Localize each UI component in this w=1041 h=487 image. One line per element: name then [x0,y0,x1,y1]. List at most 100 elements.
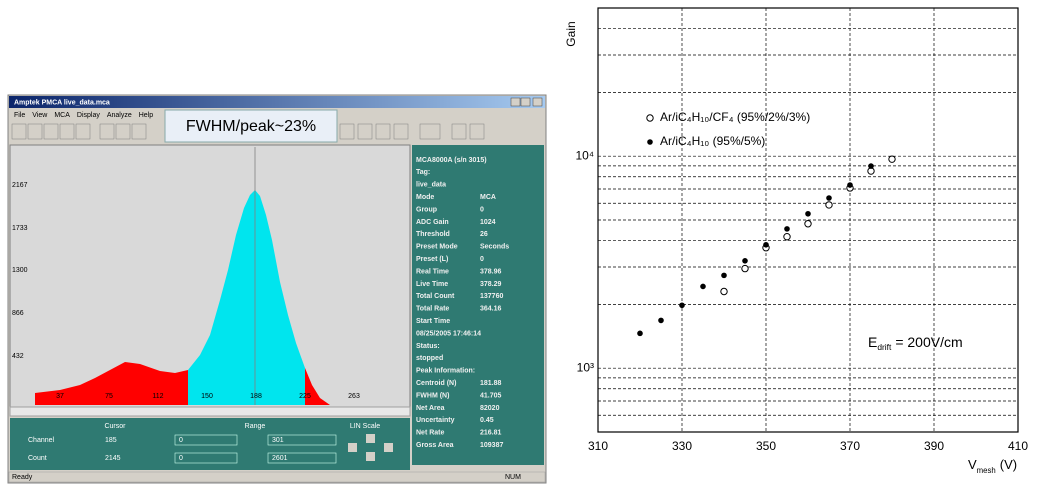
spectrum-red [305,368,330,405]
info-text: 0.45 [480,417,494,424]
point [868,163,874,169]
toolbar[interactable] [11,123,485,140]
y-axis-label: Gain [564,21,578,46]
gain-chart: Gain 10³ 10⁴ 310 330 350 370 390 410 Ar/iC₄H₁₀/C… [564,7,1028,475]
title-bar [9,96,545,108]
x-axis-label-part: mesh [977,466,996,475]
info-text: Tag: [416,169,430,176]
point [826,195,832,201]
menu-item[interactable]: Help [139,112,154,119]
info-text: 0 [480,206,484,213]
info-text: stopped [416,355,443,362]
point [804,220,812,228]
control-header: LIN Scale [350,423,380,430]
info-text: Total Rate [416,306,449,313]
info-text: 0 [480,256,484,263]
point [742,258,748,264]
x-tick-label: 263 [348,393,360,400]
info-text: Net Area [416,405,445,412]
control-text: Channel [28,437,55,444]
info-text: FWHM (N) [416,392,449,399]
annotation: Edrift = 200V/cm [868,334,963,353]
info-text: Uncertainty [416,417,455,424]
point [741,264,749,273]
x-tick-label: 112 [152,393,163,400]
control-text: 2145 [105,455,121,462]
annotation-part: = 200V/cm [895,334,962,350]
info-text: Peak Information: [416,368,475,375]
point [763,241,769,248]
point [637,330,643,337]
info-text: 1024 [480,219,496,226]
control-text: 0 [179,455,183,462]
menu-item[interactable]: Analyze [107,112,132,119]
info-text: Seconds [480,244,509,251]
point [825,201,833,209]
legend-marker [647,139,653,145]
y-tick-label: 10⁴ [575,148,594,162]
info-text: 109387 [480,442,503,449]
callout-box [164,109,338,143]
info-text: Centroid (N) [416,380,456,387]
menu-item[interactable]: File [14,112,25,119]
x-tick-label: 310 [588,439,608,453]
point [888,155,896,163]
x-tick-label: 370 [840,439,860,453]
point [720,287,728,296]
control-text: 301 [272,437,284,444]
window-buttons[interactable] [510,97,543,107]
info-text: 82020 [480,405,500,412]
status-text: NUM [505,474,521,481]
plot-frame [597,7,1019,433]
x-tick-label: 150 [201,393,213,400]
y-tick-label: 1300 [12,267,28,274]
scrollbar[interactable] [9,406,411,417]
info-text: 216.81 [480,430,502,437]
x-axis-label-part: (V) [1000,457,1017,472]
x-tick-label: 390 [924,439,944,453]
pmca-window: Amptek PMCA live_data.mca [7,94,547,484]
status-bar [8,471,546,483]
spectrum-roi [188,190,305,405]
menu-item[interactable]: Display [77,112,100,119]
info-text: Mode [416,194,434,201]
y-tick-label: 10³ [577,360,594,374]
legend-marker [646,114,654,122]
info-text: 41.705 [480,392,502,399]
x-tick-label: 330 [672,439,692,453]
point [679,302,685,309]
info-text: Group [416,206,437,213]
point [784,226,790,232]
info-panel [412,145,544,465]
info-text: Preset (L) [416,256,448,263]
control-text: 0 [179,437,183,444]
point [700,283,706,290]
point [721,272,727,279]
info-text: Gross Area [416,442,454,449]
x-axis-label: Vmesh (V) [968,457,1017,474]
info-text: Live Time [416,281,448,288]
info-text: MCA [480,194,496,201]
status-text: Ready [12,474,33,481]
point [658,317,664,324]
info-text: 137760 [480,293,503,300]
point [783,233,791,241]
info-text: Net Rate [416,430,445,437]
x-tick-label: 75 [105,393,113,400]
info-text: MCA8000A (s/n 3015) [416,157,487,164]
menu-item[interactable]: MCA [54,112,70,119]
info-text: Preset Mode [416,244,458,251]
info-text: 364.16 [480,306,502,313]
info-text: live_data [416,182,446,189]
annotation-part: drift [877,342,892,352]
callout: FWHM/peak~23% [186,118,316,135]
info-text: Total Count [416,293,455,300]
inputs[interactable] [174,434,393,464]
x-axis-label-part: V [968,457,977,472]
window-title: Amptek PMCA live_data.mca [14,99,110,106]
menu-item[interactable]: View [32,112,48,119]
control-text: 185 [105,437,117,444]
legend-label: Ar/iC₄H₁₀/CF₄ (95%/2%/3%) [660,110,810,124]
x-tick-label: 225 [299,393,311,400]
